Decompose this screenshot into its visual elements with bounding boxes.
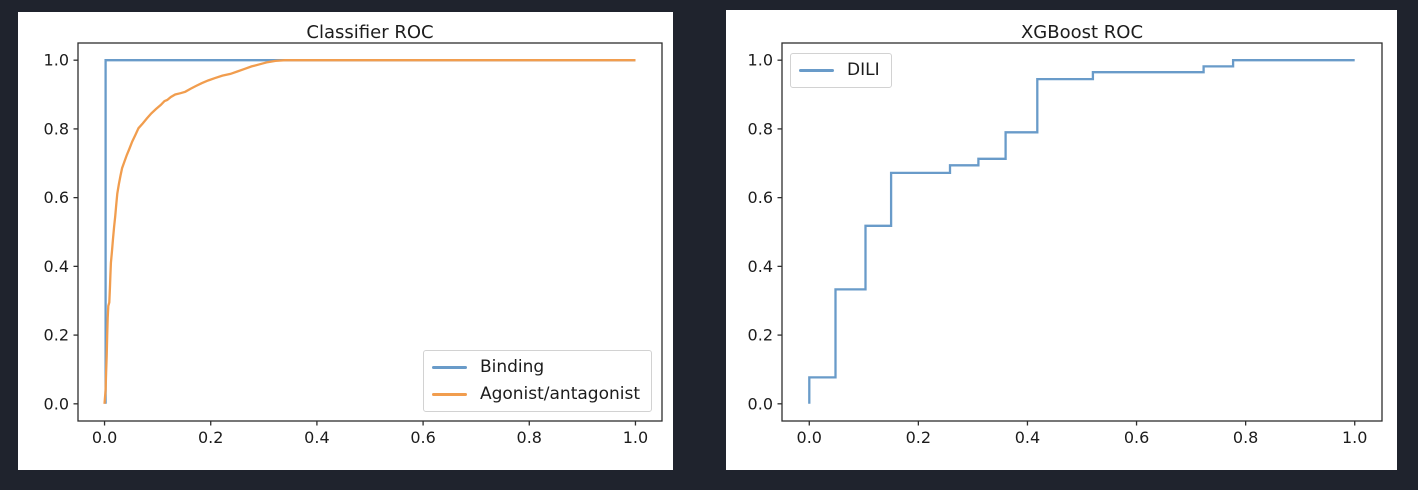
- y-tick-label: 0.0: [44, 394, 69, 413]
- y-tick-label: 0.4: [748, 257, 773, 276]
- x-tick-label: 0.0: [797, 428, 822, 447]
- xgboost-roc-figure: XGBoost ROC 0.0 0.2 0.4 0.6 0.8 1.0 0.0 0.2 0.4 0…: [726, 10, 1397, 470]
- x-tick-label: 0.0: [92, 428, 117, 447]
- y-tick-label: 0.8: [44, 119, 69, 138]
- y-tick-label: 0.6: [44, 188, 69, 207]
- y-tick-label: 1.0: [748, 51, 773, 70]
- axes-box: [781, 42, 1383, 422]
- legend-entry-dili: DILI: [799, 60, 880, 81]
- series-dili-line: [808, 59, 1355, 404]
- xgboost-roc-legend: DILI: [790, 53, 892, 88]
- y-tick-label: 0.8: [748, 119, 773, 138]
- x-tick-label: 0.6: [410, 428, 435, 447]
- dili-line-swatch: [799, 69, 834, 72]
- classifier-roc-legend: Binding Agonist/antagonist: [422, 350, 652, 412]
- x-tick-label: 0.4: [1015, 428, 1040, 447]
- x-tick-label: 0.6: [1124, 428, 1149, 447]
- agonist-antagonist-line-swatch: [431, 393, 467, 396]
- series-agonist-antagonist-line: [103, 59, 636, 404]
- y-tick-label: 0.0: [748, 394, 773, 413]
- y-tick-label: 0.4: [44, 257, 69, 276]
- x-tick-label: 0.2: [198, 428, 223, 447]
- x-tick-label: 0.8: [1233, 428, 1258, 447]
- classifier-roc-figure: Classifier ROC 0.0 0.2 0.4 0.6 0.8 1.0 0.0 0.2 0…: [18, 12, 673, 470]
- legend-entry-binding: Binding: [431, 357, 640, 378]
- y-tick-label: 1.0: [44, 51, 69, 70]
- legend-label: Agonist/antagonist: [479, 384, 640, 404]
- legend-label: Binding: [479, 357, 545, 377]
- xgboost-roc-plot-area: 0.0 0.2 0.4 0.6 0.8 1.0 0.0 0.2 0.4 0.6 0.8 1.0: [748, 42, 1383, 447]
- legend-entry-agonist-antagonist: Agonist/antagonist: [431, 384, 640, 405]
- classifier-roc-title: Classifier ROC: [306, 22, 434, 43]
- y-tick-label: 0.2: [44, 326, 69, 345]
- axes-box: [77, 42, 663, 422]
- x-tick-label: 1.0: [1342, 428, 1367, 447]
- y-tick-label: 0.2: [748, 326, 773, 345]
- binding-line-swatch: [431, 366, 467, 369]
- x-tick-label: 0.2: [906, 428, 931, 447]
- x-tick-label: 1.0: [623, 428, 648, 447]
- xgboost-roc-title: XGBoost ROC: [1020, 22, 1144, 43]
- y-tick-label: 0.6: [748, 188, 773, 207]
- x-tick-label: 0.8: [517, 428, 542, 447]
- x-tick-label: 0.4: [304, 428, 329, 447]
- classifier-roc-plot-area: 0.0 0.2 0.4 0.6 0.8 1.0 0.0 0.2 0.4 0.6 0.8 1.0: [44, 42, 663, 447]
- legend-label: DILI: [847, 60, 880, 80]
